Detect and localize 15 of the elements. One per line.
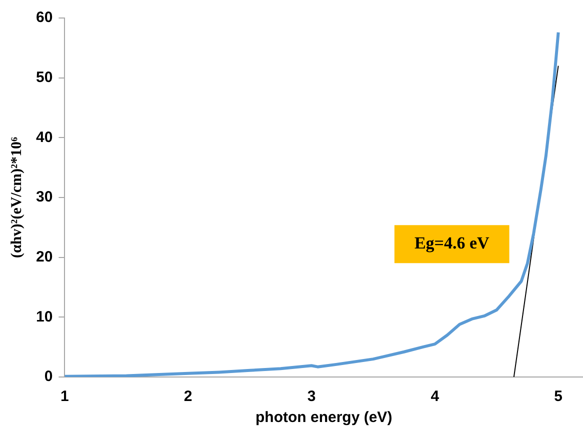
y-tick-label: 0 xyxy=(44,368,53,386)
y-axis-title: (αhv)²(eV/cm)²*10⁶ xyxy=(8,136,25,258)
x-tick-label: 2 xyxy=(184,388,192,406)
y-tick-label: 60 xyxy=(36,9,53,26)
y-tick-label: 50 xyxy=(36,68,53,86)
x-tick-label: 3 xyxy=(307,388,316,406)
annotation: Eg=4.6 eV xyxy=(414,234,490,253)
y-tick-label: 30 xyxy=(36,188,53,206)
x-tick-label: 4 xyxy=(430,388,440,406)
y-tick-label: 10 xyxy=(36,308,53,326)
x-tick-label: 5 xyxy=(554,388,562,406)
x-tick-label: 1 xyxy=(60,388,69,406)
x-axis-title: photon energy (eV) xyxy=(256,409,392,426)
y-tick-label: 20 xyxy=(36,248,53,266)
y-tick-label: 40 xyxy=(36,128,53,146)
